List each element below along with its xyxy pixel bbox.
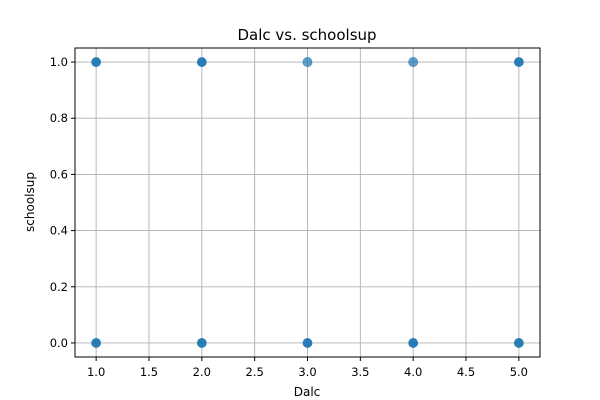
y-tick-label: 0.2 bbox=[50, 280, 68, 294]
y-tick-label: 0.4 bbox=[50, 224, 68, 238]
y-tick-label: 0.6 bbox=[50, 167, 68, 181]
x-tick-label: 4.0 bbox=[404, 365, 422, 379]
data-point bbox=[302, 338, 313, 348]
data-points bbox=[91, 57, 524, 348]
x-tick-label: 3.0 bbox=[298, 365, 316, 379]
data-point bbox=[513, 57, 524, 67]
data-point bbox=[513, 338, 524, 348]
x-axis-ticks: 1.0 1.5 2.0 2.5 3.0 3.5 4.0 4.5 5.0 bbox=[87, 357, 528, 379]
data-point bbox=[302, 57, 313, 67]
x-tick-label: 2.0 bbox=[193, 365, 211, 379]
chart-title: Dalc vs. schoolsup bbox=[237, 26, 376, 44]
x-tick-label: 1.5 bbox=[140, 365, 158, 379]
y-axis-label: schoolsup bbox=[23, 172, 37, 232]
y-tick-label: 0.0 bbox=[50, 336, 68, 350]
grid-lines bbox=[75, 48, 540, 357]
data-point bbox=[408, 57, 419, 67]
y-axis-ticks: 0.0 0.2 0.4 0.6 0.8 1.0 bbox=[50, 55, 75, 350]
data-point bbox=[408, 338, 419, 348]
x-tick-label: 4.5 bbox=[457, 365, 475, 379]
x-tick-label: 1.0 bbox=[87, 365, 105, 379]
y-tick-label: 0.8 bbox=[50, 111, 68, 125]
data-point bbox=[91, 57, 102, 67]
x-axis-label: Dalc bbox=[294, 385, 321, 399]
data-point bbox=[196, 57, 207, 67]
x-tick-label: 5.0 bbox=[510, 365, 528, 379]
x-tick-label: 3.5 bbox=[351, 365, 369, 379]
data-point bbox=[196, 338, 207, 348]
y-tick-label: 1.0 bbox=[50, 55, 68, 69]
x-tick-label: 2.5 bbox=[246, 365, 264, 379]
data-point bbox=[91, 338, 102, 348]
